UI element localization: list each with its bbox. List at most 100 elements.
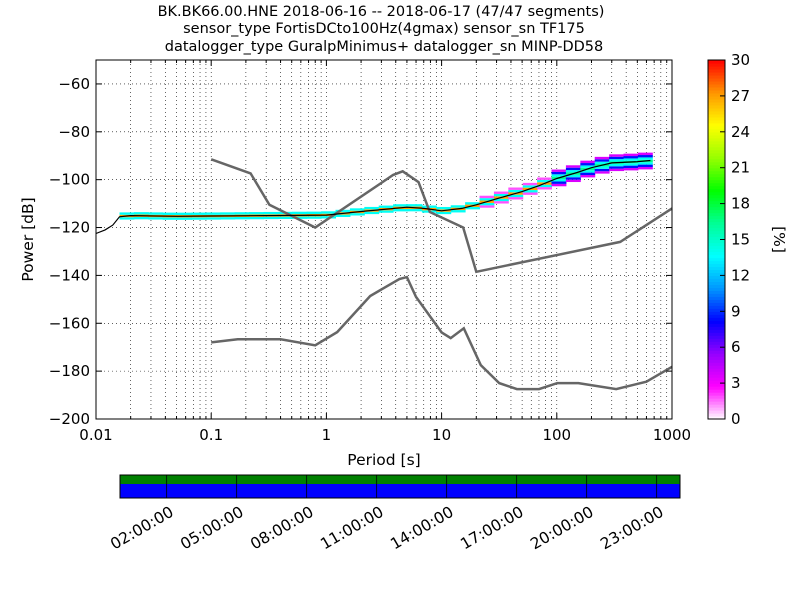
heatmap-cell <box>551 181 567 184</box>
heatmap-cell <box>637 164 653 167</box>
colorbar-segment <box>708 416 725 420</box>
heatmap-cell <box>364 211 380 215</box>
x-tick-label: 100 <box>542 426 571 444</box>
heatmap-cell <box>609 156 625 160</box>
heatmap-cell <box>594 171 610 174</box>
colorbar-segment <box>708 95 725 100</box>
colorbar-segment <box>708 317 725 321</box>
colorbar-segment <box>708 353 725 357</box>
y-tick-label: −80 <box>58 123 90 141</box>
heatmap-cell <box>565 170 581 173</box>
colorbar-segment <box>708 287 725 291</box>
heatmap-cell <box>220 217 236 220</box>
colorbar-segment <box>708 284 725 288</box>
time-tick-label: 23:00:00 <box>597 503 666 553</box>
time-coverage-bar: 02:00:00 05:00:00 08:00:00 11:00:00 14:00:00… <box>107 474 681 553</box>
colorbar-segment <box>708 230 725 235</box>
heatmap-cell <box>407 208 423 212</box>
heatmap-cell <box>537 184 553 188</box>
heatmap-cell <box>119 217 135 220</box>
heatmap-cell <box>205 212 221 215</box>
heatmap-cell <box>522 185 538 188</box>
colorbar-segment <box>708 359 725 363</box>
colorbar-segment <box>708 119 725 124</box>
colorbar-segment <box>708 146 725 151</box>
colorbar-segment <box>708 218 725 223</box>
colorbar-segment <box>708 134 725 139</box>
heatmap-cell <box>349 213 365 216</box>
colorbar-segment <box>708 245 725 250</box>
heatmap-cell <box>609 163 625 167</box>
heatmap-cell <box>234 216 250 220</box>
colorbar-segment <box>708 98 725 103</box>
colorbar-segment <box>708 188 725 193</box>
heatmap-cell <box>580 160 596 164</box>
heatmap-cell <box>637 155 653 158</box>
heatmap-cell <box>609 166 625 169</box>
heatmap-cell <box>292 211 308 215</box>
heatmap-cell <box>551 183 567 187</box>
colorbar-segment <box>708 68 725 73</box>
heatmap-cell <box>249 212 265 215</box>
x-tick-label: 10 <box>432 426 451 444</box>
heatmap-cell <box>479 202 495 206</box>
heatmap-cell <box>623 163 639 166</box>
high-noise-model <box>210 158 673 274</box>
colorbar-segment <box>708 116 725 121</box>
heatmap-cell <box>594 159 610 162</box>
time-tick-label: 08:00:00 <box>247 503 316 553</box>
colorbar-segment <box>708 83 725 88</box>
title-line-1: BK.BK66.00.HNE 2018-06-16 -- 2018-06-17 … <box>158 4 605 20</box>
colorbar-segment <box>708 380 725 384</box>
low-noise-model <box>211 275 673 391</box>
colorbar-segment <box>708 170 725 175</box>
colorbar-segment <box>708 227 725 232</box>
colorbar-segment <box>708 362 725 366</box>
heatmap-cell <box>637 157 653 160</box>
time-bar-frame <box>119 474 681 499</box>
heatmap-cell <box>479 205 495 208</box>
heatmap-cell <box>508 194 524 198</box>
colorbar-segment <box>708 212 725 217</box>
colorbar-segment <box>708 224 725 229</box>
heatmap-cell <box>508 187 524 190</box>
heatmap-cell <box>177 217 193 220</box>
colorbar-segment <box>708 89 725 94</box>
colorbar-segment <box>708 236 725 241</box>
y-tick-label: −140 <box>49 266 90 284</box>
colorbar-segment <box>708 374 725 378</box>
heatmap-cell <box>364 206 380 210</box>
plot-frame <box>95 59 673 420</box>
colorbar-tick-label: 30 <box>731 51 750 69</box>
mean-psd-curve <box>95 159 651 235</box>
colorbar-segment <box>708 86 725 91</box>
colorbar-segment <box>708 221 725 226</box>
time-tick-label: 11:00:00 <box>317 503 386 553</box>
colorbar-segment <box>708 305 725 309</box>
colorbar-segment <box>708 77 725 82</box>
time-tick-label: 14:00:00 <box>387 503 456 553</box>
colorbar-segment <box>708 278 725 282</box>
colorbar-segment <box>708 311 725 315</box>
heatmap-cell <box>277 216 293 220</box>
colorbar-segment <box>708 197 725 202</box>
heatmap-cell <box>493 201 509 204</box>
colorbar-segment <box>708 296 725 300</box>
colorbar-segment <box>708 155 725 160</box>
time-tick-label: 20:00:00 <box>527 503 596 553</box>
heatmap-cell <box>594 161 610 165</box>
heatmap-cell <box>623 153 639 157</box>
heatmap-cell <box>335 214 351 217</box>
colorbar-segment <box>708 203 725 208</box>
colorbar-tick-label: 9 <box>731 302 741 320</box>
colorbar-segment <box>708 122 725 127</box>
colorbar-segment <box>708 128 725 133</box>
heatmap-cell <box>119 212 135 215</box>
heatmap-cell <box>162 217 178 220</box>
heatmap-cell <box>493 198 509 202</box>
colorbar-segment <box>708 299 725 303</box>
colorbar-segment <box>708 281 725 285</box>
heatmap-cell <box>263 216 279 220</box>
heatmap-cell <box>565 165 581 168</box>
heatmap-cell <box>594 166 610 169</box>
